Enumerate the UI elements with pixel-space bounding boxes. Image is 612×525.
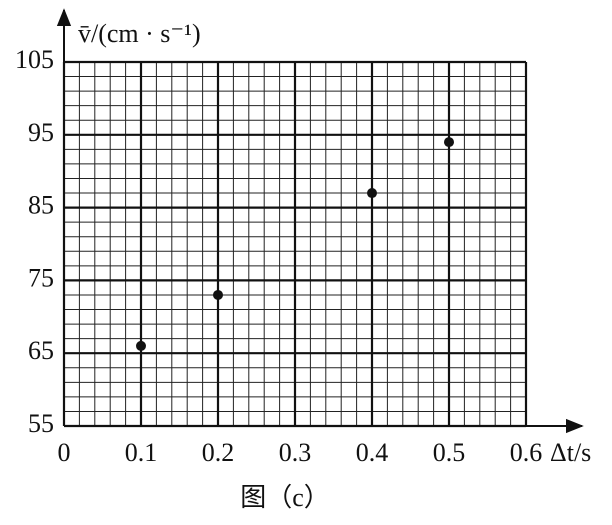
x-axis-label: Δt/s bbox=[550, 438, 591, 467]
x-tick-label: 0 bbox=[58, 438, 71, 467]
data-point bbox=[213, 289, 223, 300]
y-tick-label: 85 bbox=[28, 191, 54, 220]
x-tick-label: 0.3 bbox=[279, 438, 312, 467]
x-tick-label: 0.6 bbox=[510, 438, 543, 467]
data-point bbox=[136, 340, 146, 351]
y-tick-label: 75 bbox=[28, 263, 54, 292]
x-tick-label: 0.4 bbox=[356, 438, 389, 467]
data-point bbox=[367, 188, 377, 199]
caption: 图（c） bbox=[240, 483, 330, 512]
x-tick-label: 0.5 bbox=[433, 438, 466, 467]
y-tick-label: 65 bbox=[28, 336, 54, 365]
grid bbox=[62, 60, 528, 428]
x-tick-label: 0.2 bbox=[202, 438, 235, 467]
x-tick-label: 0.1 bbox=[125, 438, 158, 467]
y-tick-label: 95 bbox=[28, 118, 54, 147]
data-point bbox=[444, 137, 454, 148]
y-axis-label: v̄/(cm · s⁻¹) bbox=[78, 19, 201, 48]
y-tick-label: 55 bbox=[28, 409, 54, 438]
y-tick-label: 105 bbox=[15, 45, 54, 74]
